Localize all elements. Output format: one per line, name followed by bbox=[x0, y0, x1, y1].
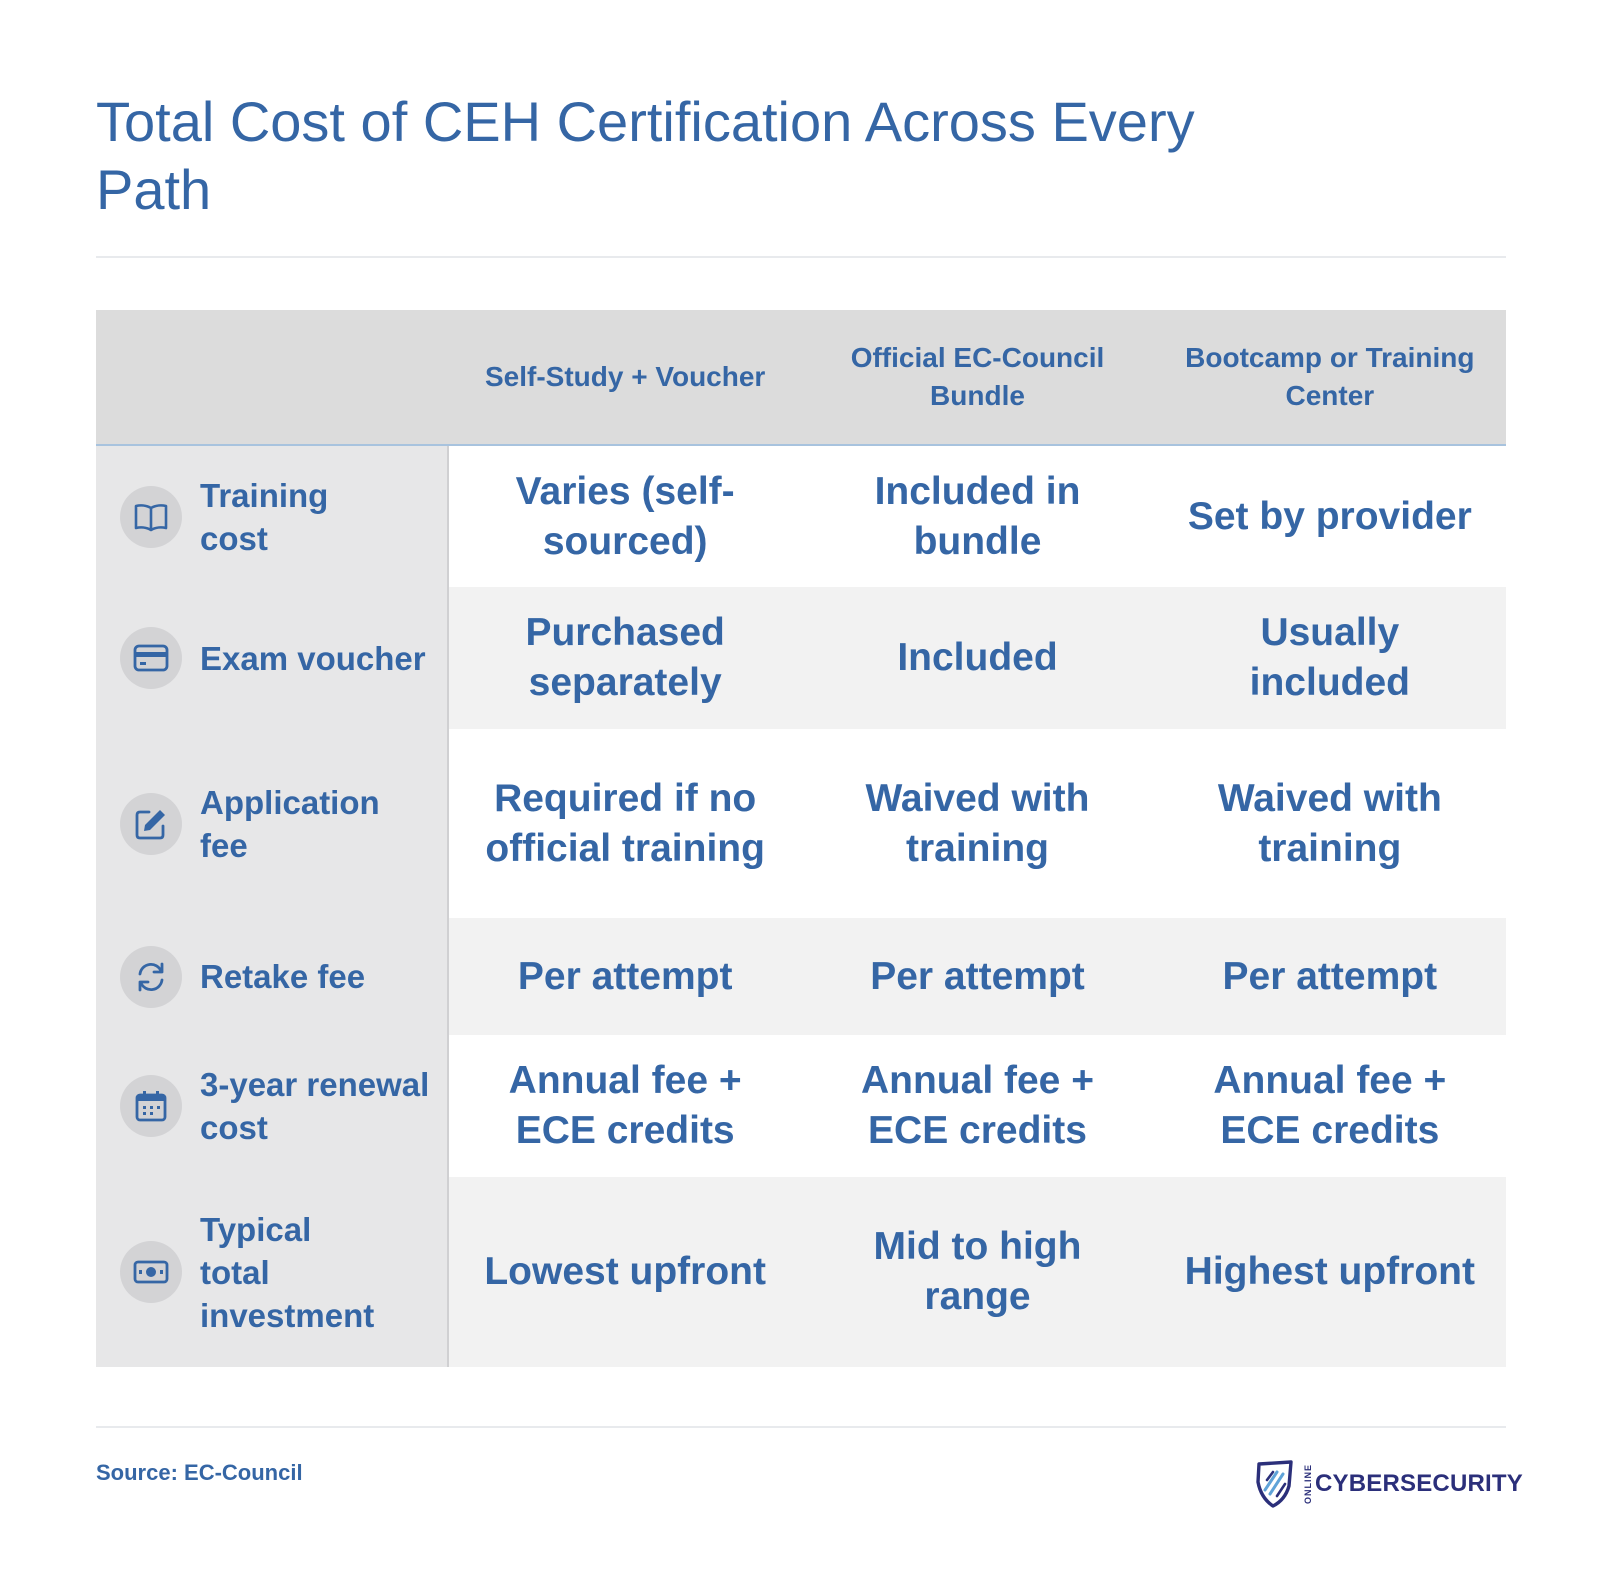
money-icon bbox=[120, 1241, 182, 1303]
table-row-retake-fee: Retake fee Per attempt Per attempt Per a… bbox=[96, 918, 1506, 1035]
cost-comparison-table: Self-Study + Voucher Official EC-Council… bbox=[96, 310, 1506, 1367]
bottom-divider bbox=[96, 1426, 1506, 1428]
row-header: Typical total investment bbox=[96, 1177, 449, 1367]
table-row-training-cost: Training cost Varies (self-sourced) Incl… bbox=[96, 446, 1506, 587]
row-header: Training cost bbox=[96, 446, 449, 587]
top-divider bbox=[96, 256, 1506, 258]
row-label: Exam voucher bbox=[200, 639, 426, 677]
row-header: Application fee bbox=[96, 729, 449, 918]
logo-brand: CYBERSECURITY bbox=[1315, 1470, 1523, 1497]
table-cell: Annual fee + ECE credits bbox=[801, 1035, 1154, 1177]
table-cell: Per attempt bbox=[801, 918, 1154, 1035]
table-cell: Per attempt bbox=[1153, 918, 1506, 1035]
table-cell: Waived with training bbox=[801, 729, 1154, 918]
page-title: Total Cost of CEH Certification Across E… bbox=[96, 90, 1195, 221]
table-cell: Varies (self-sourced) bbox=[449, 446, 802, 587]
column-header-bootcamp: Bootcamp or Training Center bbox=[1185, 342, 1475, 411]
source-note: Source: EC-Council bbox=[96, 1460, 303, 1485]
table-cell: Included in bundle bbox=[801, 446, 1154, 587]
refresh-icon bbox=[120, 945, 182, 1008]
row-label: Training cost bbox=[200, 476, 329, 557]
book-icon bbox=[120, 485, 182, 548]
table-cell: Set by provider bbox=[1153, 446, 1506, 587]
header-corner bbox=[96, 310, 449, 444]
column-header-self-study: Self-Study + Voucher bbox=[485, 361, 766, 392]
table-row-renewal-cost: 3-year renewal cost Annual fee + ECE cre… bbox=[96, 1035, 1506, 1177]
row-header: 3-year renewal cost bbox=[96, 1035, 449, 1177]
table-cell: Purchased separately bbox=[449, 587, 802, 729]
column-header-official-bundle: Official EC-Council Bundle bbox=[850, 342, 1105, 411]
table-cell: Usually included bbox=[1153, 587, 1506, 729]
row-label: Typical total investment bbox=[200, 1210, 375, 1334]
table-cell: Waived with training bbox=[1153, 729, 1506, 918]
table-cell: Mid to high range bbox=[801, 1177, 1154, 1367]
table-cell: Annual fee + ECE credits bbox=[1153, 1035, 1506, 1177]
row-header: Exam voucher bbox=[96, 587, 449, 729]
calendar-icon bbox=[120, 1075, 182, 1137]
table-cell: Included bbox=[801, 587, 1154, 729]
edit-icon bbox=[120, 792, 182, 855]
row-header: Retake fee bbox=[96, 918, 449, 1035]
table-cell: Lowest upfront bbox=[449, 1177, 802, 1367]
table-row-total-investment: Typical total investment Lowest upfront … bbox=[96, 1177, 1506, 1367]
row-label: Retake fee bbox=[200, 958, 366, 995]
table-row-application-fee: Application fee Required if no official … bbox=[96, 729, 1506, 918]
row-label: Application fee bbox=[200, 783, 380, 864]
table-cell: Highest upfront bbox=[1153, 1177, 1506, 1367]
table-header: Self-Study + Voucher Official EC-Council… bbox=[96, 310, 1506, 446]
online-cybersecurity-logo: ONLINE CYBERSECURITY bbox=[1253, 1458, 1523, 1510]
shield-icon bbox=[1256, 1460, 1293, 1508]
logo-prefix: ONLINE bbox=[1303, 1463, 1313, 1504]
table-row-exam-voucher: Exam voucher Purchased separately Includ… bbox=[96, 587, 1506, 729]
credit-card-icon bbox=[120, 627, 182, 689]
table-cell: Required if no official training bbox=[449, 729, 802, 918]
table-cell: Per attempt bbox=[449, 918, 802, 1035]
table-cell: Annual fee + ECE credits bbox=[449, 1035, 802, 1177]
row-label: 3-year renewal cost bbox=[200, 1066, 430, 1146]
